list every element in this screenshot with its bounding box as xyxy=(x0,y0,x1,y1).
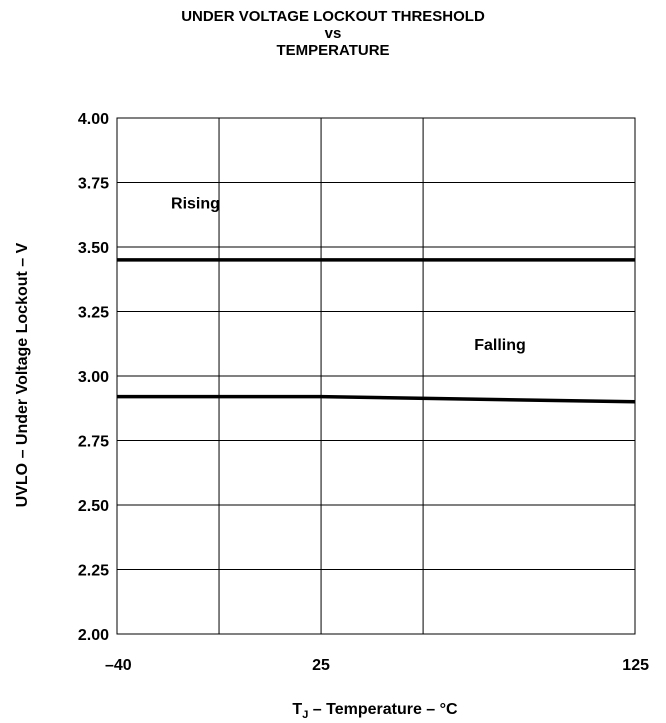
x-tick-labels: –40 25 125 xyxy=(105,657,649,674)
plot-frame xyxy=(116,117,636,635)
chart-title-line-2: vs xyxy=(324,25,342,42)
series-layer xyxy=(117,258,636,404)
y-tick-label: 2.00 xyxy=(78,627,109,644)
y-tick-label: 3.50 xyxy=(78,240,109,257)
chart-title-line-1: UNDER VOLTAGE LOCKOUT THRESHOLD xyxy=(181,8,485,25)
x-axis-label-rest: – Temperature – °C xyxy=(308,701,458,718)
chart-title-line-3: TEMPERATURE xyxy=(276,42,390,59)
y-tick-labels: 2.00 2.25 2.50 2.75 3.00 3.25 3.50 3.75 4.00 xyxy=(78,111,109,644)
annotation-rising: Rising xyxy=(171,195,220,212)
x-tick-label: –40 xyxy=(105,657,132,674)
x-tick-label: 125 xyxy=(622,657,649,674)
y-tick-label: 2.75 xyxy=(78,434,109,451)
series-line-falling xyxy=(117,394,636,404)
x-axis-label-main: T xyxy=(292,701,302,718)
x-axis-label-subscript: J xyxy=(302,709,308,721)
y-tick-label: 3.75 xyxy=(78,176,109,193)
x-axis-label: TJ – Temperature – °C xyxy=(292,701,458,721)
y-tick-label: 3.25 xyxy=(78,305,109,322)
y-tick-label: 4.00 xyxy=(78,111,109,128)
annotation-falling: Falling xyxy=(474,337,526,354)
x-tick-label: 25 xyxy=(312,657,330,674)
y-tick-label: 3.00 xyxy=(78,369,109,386)
y-axis-label: UVLO – Under Voltage Lockout – V xyxy=(14,242,31,507)
y-tick-label: 2.50 xyxy=(78,498,109,515)
y-tick-label: 2.25 xyxy=(78,563,109,580)
annotations: Rising Falling xyxy=(171,195,526,354)
